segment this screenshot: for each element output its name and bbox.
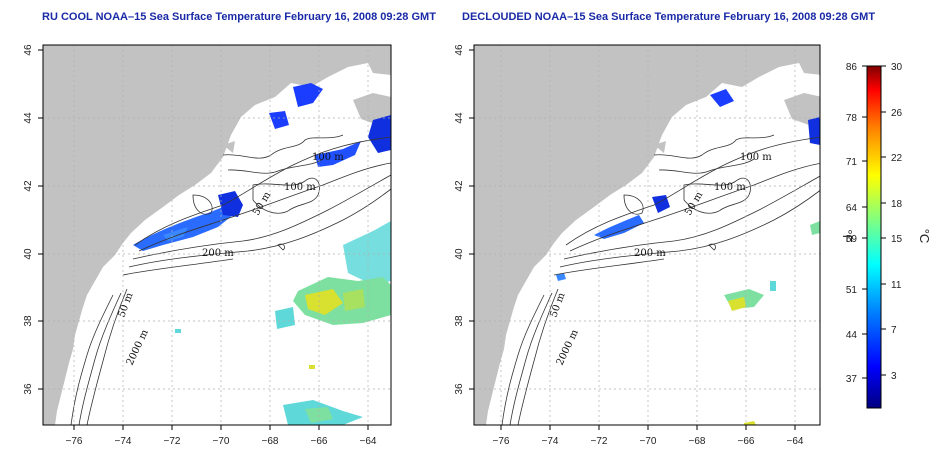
right-plot-frame [473, 44, 821, 426]
right-x-tick-label: −66 [738, 436, 755, 447]
colorbar-fahrenheit-unit: °F [840, 229, 855, 242]
left-contour-label: 100 m [284, 182, 316, 193]
right-panel-title: DECLOUDED NOAA–15 Sea Surface Temperatur… [462, 11, 876, 23]
colorbar-celsius-unit: °C [917, 229, 932, 244]
colorbar-celsius-label: 18 [891, 199, 903, 210]
left-x-tick-label: −72 [164, 436, 181, 447]
right-x-tick-label: −68 [689, 436, 706, 447]
left-y-tick-label: 44 [23, 112, 34, 124]
colorbar-fahrenheit-label: 71 [846, 157, 858, 168]
colorbar-celsius-label: 15 [891, 234, 903, 245]
temperature-colorbar: 86 78 71 64 59 51 44 37 30 26 22 18 15 1… [840, 62, 932, 409]
left-x-tick-marks [73, 425, 369, 430]
right-y-tick-label: 38 [454, 315, 465, 327]
right-contour-label: 200 m [634, 248, 666, 259]
right-x-tick-label: −76 [493, 436, 510, 447]
right-y-tick-marks [469, 49, 474, 390]
left-y-tick-label: 38 [23, 315, 34, 327]
colorbar-fahrenheit-label: 51 [846, 285, 858, 296]
colorbar-celsius-label: 30 [891, 62, 903, 73]
right-contour-label: 100 m [740, 152, 772, 163]
left-y-tick-label: 42 [23, 180, 34, 192]
right-y-tick-label: 46 [454, 44, 465, 56]
colorbar-scale [866, 65, 882, 409]
left-contour-label: 100 m [312, 152, 344, 163]
right-y-tick-label: 42 [454, 180, 465, 192]
left-x-tick-label: −74 [115, 436, 132, 447]
left-x-tick-label: −68 [262, 436, 279, 447]
right-x-tick-label: −64 [787, 436, 804, 447]
colorbar-fahrenheit-label: 59 [846, 234, 858, 245]
left-y-tick-label: 36 [23, 383, 34, 395]
right-grid [474, 45, 820, 425]
left-panel-title: RU COOL NOAA–15 Sea Surface Temperature … [42, 11, 436, 23]
left-plot-frame [42, 44, 392, 426]
right-y-tick-label: 36 [454, 383, 465, 395]
right-map-panel: 100 m 100 m 50 m 200 m 50 m 2000 m −76 −… [454, 44, 821, 447]
right-sst-patches [556, 89, 820, 425]
left-y-tick-marks [38, 49, 43, 390]
colorbar-fahrenheit-label: 44 [846, 330, 858, 341]
colorbar-fahrenheit-label: 86 [846, 62, 858, 73]
left-y-tick-label: 46 [23, 44, 34, 56]
colorbar-celsius-label: 7 [891, 325, 897, 336]
left-x-tick-label: −66 [311, 436, 328, 447]
colorbar-celsius-label: 3 [891, 371, 897, 382]
right-x-tick-label: −72 [591, 436, 608, 447]
left-map-panel: 100 m 100 m 50 m 200 m 50 m 2000 m −76 −… [23, 44, 392, 447]
left-x-tick-label: −76 [66, 436, 83, 447]
right-contour-label: 100 m [714, 182, 746, 193]
right-y-tick-label: 40 [454, 248, 465, 260]
right-x-tick-label: −70 [640, 436, 657, 447]
right-x-tick-marks [500, 425, 796, 430]
left-x-tick-label: −70 [213, 436, 230, 447]
colorbar-celsius-label: 11 [891, 280, 902, 291]
left-y-tick-label: 40 [23, 248, 34, 260]
colorbar-fahrenheit-label: 64 [846, 203, 858, 214]
left-grid [43, 45, 391, 425]
colorbar-fahrenheit-label: 37 [846, 374, 858, 385]
left-contour-label: 200 m [202, 248, 234, 259]
colorbar-fahrenheit-label: 78 [846, 113, 858, 124]
right-y-tick-label: 44 [454, 112, 465, 124]
colorbar-tick-marks [862, 65, 886, 379]
colorbar-celsius-label: 26 [891, 108, 903, 119]
left-x-tick-label: −64 [360, 436, 377, 447]
colorbar-celsius-label: 22 [891, 153, 903, 164]
right-x-tick-label: −74 [542, 436, 559, 447]
